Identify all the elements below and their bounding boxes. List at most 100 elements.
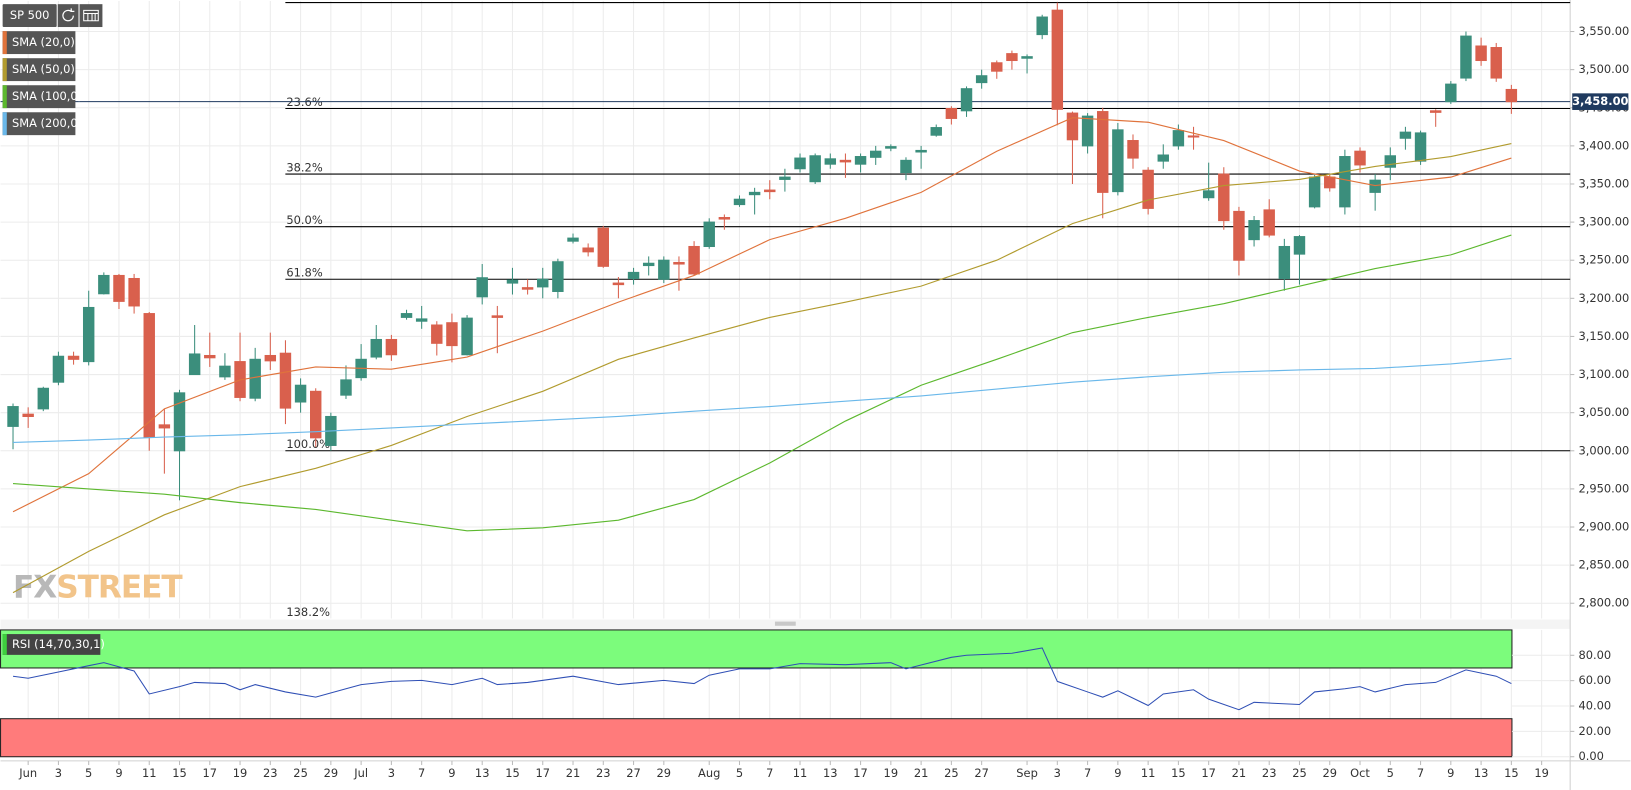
watermark-part: FX	[13, 569, 57, 605]
candle-body	[658, 259, 670, 280]
x-tick-label: 13	[1474, 766, 1489, 780]
candle-body	[597, 227, 609, 267]
candle-body	[809, 155, 821, 183]
candle-body	[415, 318, 428, 322]
candle-body	[915, 149, 927, 153]
x-tick-label: 19	[1534, 766, 1549, 780]
candle-body	[52, 355, 65, 383]
legend-swatch	[2, 85, 7, 109]
y-tick-label: 40.00	[1578, 699, 1611, 713]
x-tick-label: 3	[55, 766, 62, 780]
candle-body	[1021, 56, 1033, 59]
candle-body	[22, 413, 34, 418]
x-tick-label: Aug	[698, 766, 720, 780]
candle-body	[582, 247, 594, 253]
candle-body	[764, 189, 776, 193]
candle-body	[113, 274, 125, 302]
candle-body	[1475, 45, 1487, 62]
candle-body	[1006, 53, 1018, 62]
candle-body	[173, 392, 186, 452]
x-tick-label: 19	[884, 766, 899, 780]
candle-body	[1384, 155, 1397, 168]
candle-body	[930, 127, 942, 136]
y-tick-label: 3,250.00	[1578, 253, 1629, 267]
candle-body	[1445, 83, 1457, 103]
pane-handle[interactable]	[774, 621, 796, 626]
candle-body	[461, 317, 473, 356]
x-tick-label: Sep	[1016, 766, 1038, 780]
candle-body	[1233, 210, 1245, 261]
legend-box[interactable]	[2, 634, 101, 655]
candle-body	[1324, 176, 1336, 189]
legend-swatch	[2, 31, 7, 55]
x-tick-label: Jul	[353, 766, 368, 780]
candle-body	[1051, 9, 1064, 110]
candle-body	[1218, 173, 1230, 222]
candle-body	[1369, 179, 1381, 193]
x-tick-label: 29	[657, 766, 672, 780]
x-tick-label: 27	[626, 766, 641, 780]
y-tick-label: 2,800.00	[1578, 596, 1629, 610]
legend-box[interactable]	[2, 31, 76, 55]
refresh-button[interactable]	[57, 4, 79, 28]
legend-swatch	[2, 58, 7, 82]
x-tick-label: 15	[505, 766, 520, 780]
watermark-part: STREET	[56, 569, 183, 605]
fib-label: 61.8%	[286, 266, 322, 280]
candle-body	[1308, 176, 1321, 208]
candle-body	[1202, 190, 1215, 199]
x-tick-label: 29	[324, 766, 339, 780]
candle-body	[627, 271, 640, 280]
candle-body	[400, 313, 413, 318]
y-tick-label: 20.00	[1578, 724, 1611, 738]
table-button[interactable]	[79, 4, 103, 28]
x-tick-label: 21	[1232, 766, 1247, 780]
x-tick-label: 17	[853, 766, 868, 780]
y-tick-label: 2,950.00	[1578, 481, 1629, 495]
x-tick-label: 27	[974, 766, 989, 780]
legend-box[interactable]	[2, 112, 76, 136]
candle-body	[1429, 110, 1442, 113]
legend-label: SMA (20,0)	[12, 35, 75, 49]
y-tick-label: 2,900.00	[1578, 520, 1629, 534]
candle-body	[1248, 220, 1260, 241]
legend-box[interactable]	[2, 85, 76, 109]
x-tick-label: 19	[233, 766, 248, 780]
legend-label: SMA (200,0)	[12, 116, 82, 130]
x-tick-label: 5	[85, 766, 92, 780]
legend-swatch	[2, 112, 7, 136]
rsi-line	[12, 647, 1512, 711]
candle-body	[7, 406, 19, 427]
x-tick-label: 13	[823, 766, 838, 780]
candle-body	[294, 384, 307, 403]
candle-body	[537, 278, 549, 288]
x-tick-label: 25	[1292, 766, 1307, 780]
candle-body	[1414, 132, 1427, 162]
candle-body	[204, 354, 216, 359]
candle-body	[854, 156, 867, 165]
x-tick-label: 25	[944, 766, 959, 780]
x-tick-label: 21	[566, 766, 581, 780]
legend-box[interactable]	[2, 58, 76, 82]
candle-body	[567, 237, 579, 242]
candle-body	[446, 322, 458, 347]
candle-body	[1112, 129, 1124, 193]
sma-line	[12, 143, 1512, 594]
refresh-icon	[62, 8, 75, 22]
candle-body	[158, 424, 171, 429]
candle-body	[1399, 131, 1412, 139]
y-tick-label: 3,500.00	[1578, 62, 1629, 76]
last-price-tag	[1572, 93, 1629, 110]
x-tick-label: 23	[596, 766, 611, 780]
candle-body	[733, 198, 746, 206]
legend-swatch	[2, 634, 7, 655]
candle-body	[1172, 130, 1185, 147]
candle-body	[1081, 115, 1094, 147]
y-tick-label: 3,350.00	[1578, 176, 1629, 190]
y-tick-label: 3,200.00	[1578, 291, 1629, 305]
candle-body	[249, 358, 261, 399]
x-tick-label: 17	[535, 766, 550, 780]
candle-body	[885, 146, 897, 149]
y-tick-label: 3,050.00	[1578, 405, 1629, 419]
